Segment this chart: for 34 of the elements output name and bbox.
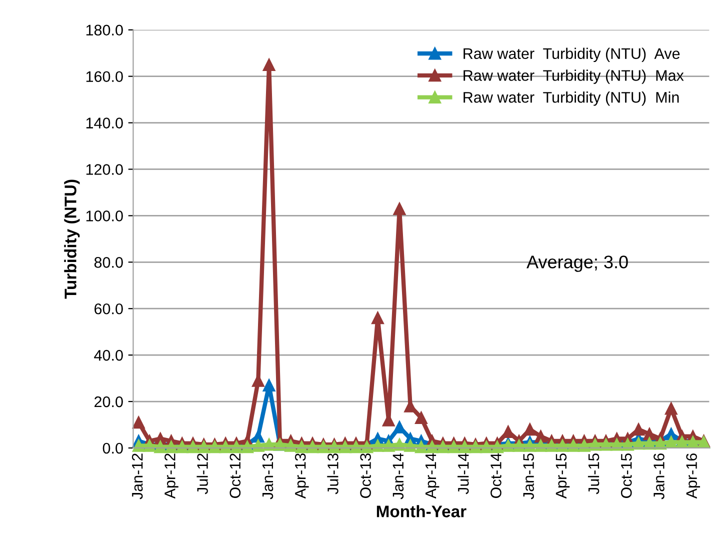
y-tick-label: 120.0 xyxy=(86,164,123,175)
y-tick-label: 0.0 xyxy=(102,442,123,454)
x-tick-label: Apr-15 xyxy=(556,453,570,499)
x-tick-label: Jan-12 xyxy=(132,454,143,500)
x-tick-label: Jul-15 xyxy=(588,453,600,494)
annotation: Average; 3.0 xyxy=(526,256,628,272)
x-tick-label: Oct-12 xyxy=(230,454,241,498)
y-tick-label: 140.0 xyxy=(86,118,123,128)
x-tick-label: Oct-13 xyxy=(360,454,371,498)
y-tick-label: 60.0 xyxy=(94,303,123,314)
x-tick-label: Apr-12 xyxy=(164,454,178,499)
x-tick-label: Oct-15 xyxy=(620,453,632,498)
y-tick-label: 40.0 xyxy=(94,350,123,361)
legend-label: Raw water Turbidity (NTU) Ave xyxy=(464,48,680,62)
x-tick-label: Jul-12 xyxy=(196,454,208,494)
x-axis-title: Month-Year xyxy=(376,505,466,518)
x-tick-label: Jan-15 xyxy=(523,453,534,500)
x-tick-label: Jul-13 xyxy=(327,454,338,494)
y-tick-label: 160.0 xyxy=(86,71,123,82)
x-tick-label: Apr-16 xyxy=(686,454,700,499)
x-tick-label: Jan-16 xyxy=(654,454,664,500)
y-tick-label: 180.0 xyxy=(86,24,123,36)
y-tick-label: 100.0 xyxy=(86,210,123,222)
x-tick-label: Apr-13 xyxy=(294,454,309,499)
y-axis-title: Turbidity (NTU) xyxy=(64,180,80,299)
x-tick-label: Jan-14 xyxy=(392,453,404,500)
x-tick-label: Jan-13 xyxy=(262,454,274,500)
x-tick-label: Oct-14 xyxy=(490,453,502,498)
x-tick-label: Jul-14 xyxy=(458,453,469,494)
y-tick-label: 20.0 xyxy=(94,396,123,408)
legend-label: Raw water Turbidity (NTU) Max xyxy=(464,70,684,84)
legend-label: Raw water Turbidity (NTU) Min xyxy=(464,92,679,106)
y-tick-label: 80.0 xyxy=(94,257,123,268)
x-tick-label: Apr-14 xyxy=(426,453,440,499)
